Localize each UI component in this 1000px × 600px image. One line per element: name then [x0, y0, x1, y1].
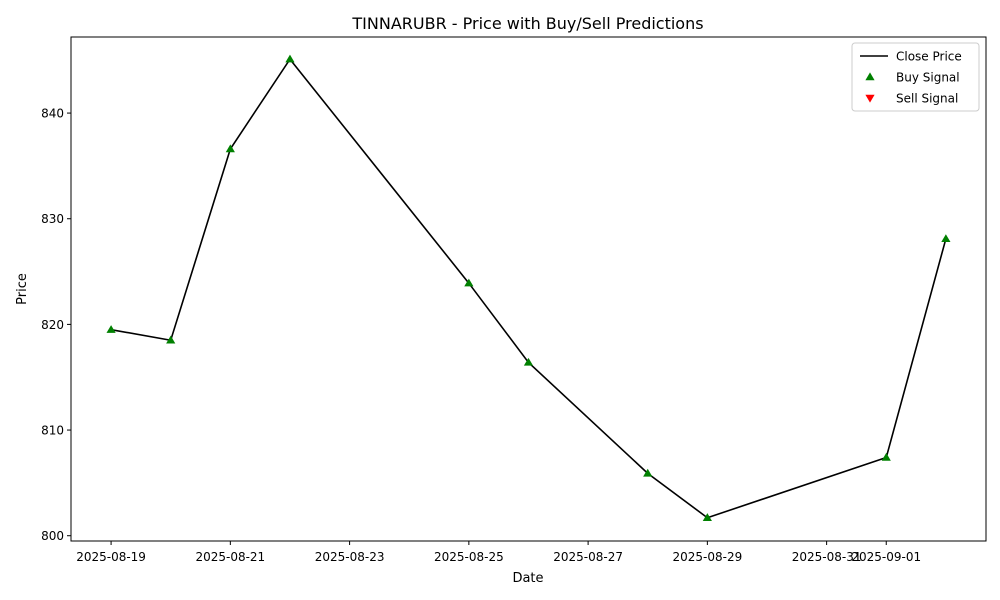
- buy-signal-marker: [166, 335, 176, 344]
- axes-frame: [70, 36, 987, 542]
- legend-sell-swatch: [865, 94, 875, 103]
- legend-label: Close Price: [896, 50, 962, 64]
- buy-signal-marker: [702, 513, 712, 521]
- x-tick-label: 2025-08-25: [434, 550, 504, 564]
- x-tick-label: 2025-08-19: [76, 550, 146, 564]
- legend-buy-swatch: [865, 72, 875, 81]
- legend-label: Buy Signal: [896, 71, 960, 85]
- buy-signal-marker: [106, 325, 116, 333]
- x-axis: 2025-08-19 2025-08-21 2025-08-23 2025-08-25…: [76, 541, 921, 564]
- buy-signal-marker: [881, 452, 891, 461]
- x-tick-label: 2025-08-27: [553, 550, 623, 564]
- y-axis-label: Price: [15, 273, 30, 305]
- buy-signal-marker: [225, 144, 235, 153]
- x-tick-label: 2025-08-31: [792, 550, 862, 564]
- x-axis-label: Date: [512, 571, 543, 586]
- legend-box: [851, 42, 980, 112]
- y-tick-label: 800: [41, 529, 64, 543]
- buy-signal-marker: [464, 278, 474, 287]
- x-tick-label: 2025-08-21: [195, 550, 265, 564]
- series-markers: [106, 54, 951, 521]
- y-tick-label: 840: [41, 107, 64, 121]
- buy-signal-marker: [285, 54, 295, 63]
- y-tick-label: 810: [41, 424, 64, 438]
- buy-signal-marker: [523, 357, 534, 366]
- y-tick-label: 830: [41, 212, 64, 226]
- legend-label: Sell Signal: [896, 92, 958, 106]
- y-tick-label: 820: [41, 318, 64, 332]
- y-axis: 800 810 820 830 840: [41, 107, 71, 543]
- series-lines: [110, 57, 947, 519]
- x-tick-label: 2025-09-01: [851, 550, 921, 564]
- buy-signal-marker: [941, 234, 951, 243]
- buy-signal-marker: [643, 468, 653, 477]
- plot-area: [70, 36, 987, 542]
- x-tick-label: 2025-08-23: [315, 550, 385, 564]
- chart-title: TINNARUBR - Price with Buy/Sell Predicti…: [351, 14, 703, 33]
- legend: Close Price Buy Signal Sell Signal: [851, 42, 980, 112]
- close-price-line: [110, 57, 947, 519]
- x-tick-label: 2025-08-29: [672, 550, 742, 564]
